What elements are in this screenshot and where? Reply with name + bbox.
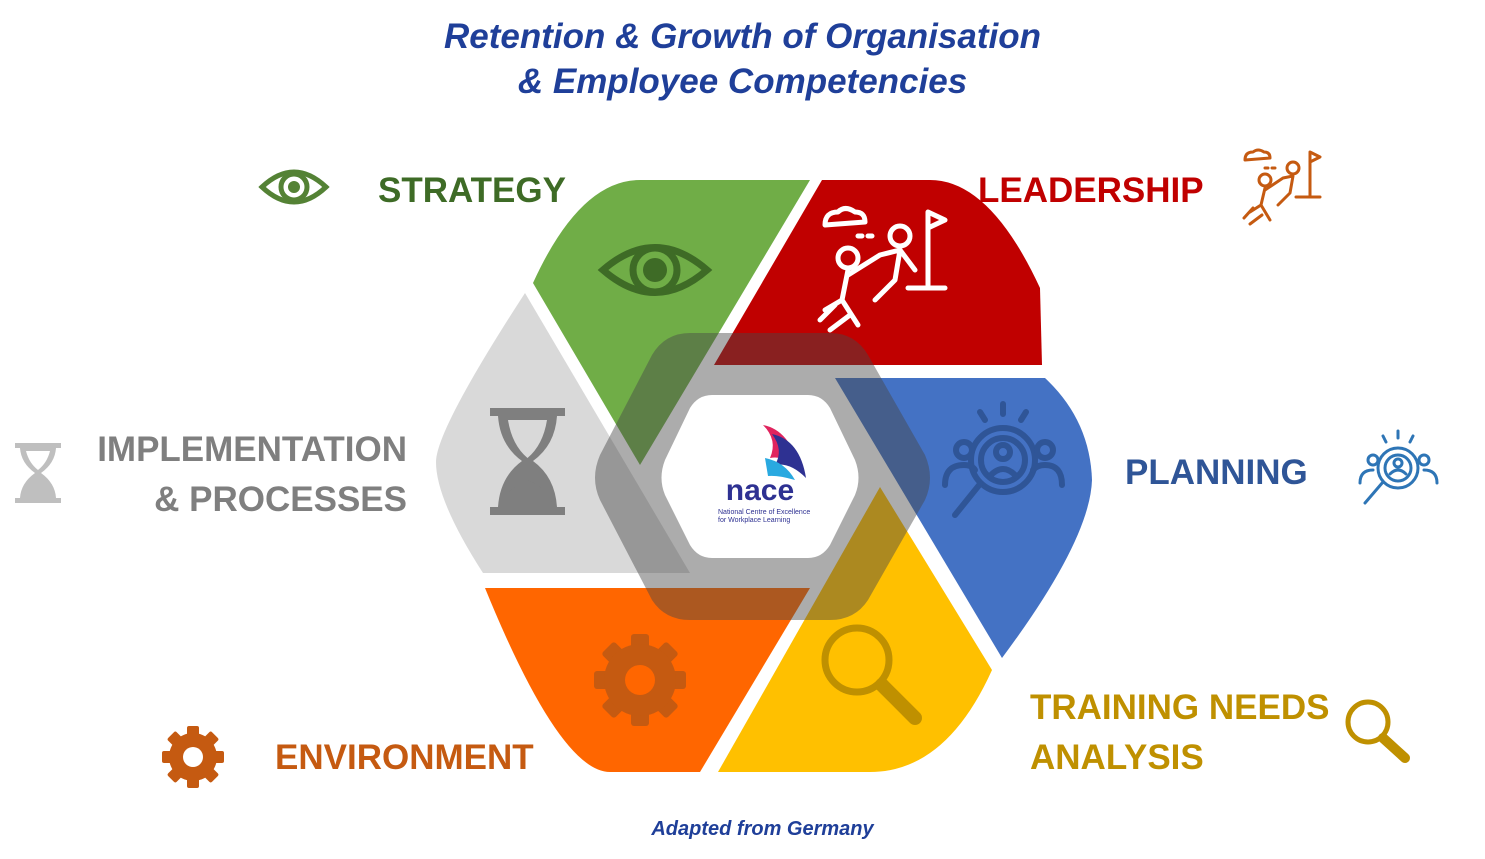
footer-credit: Adapted from Germany [651, 818, 874, 840]
diagram-title: Retention & Growth of Organisation & Emp… [0, 14, 1485, 104]
nace-logo-mark [763, 425, 806, 480]
label-training-needs-analysis: TRAINING NEEDS ANALYSIS [1030, 683, 1329, 783]
label-strategy: STRATEGY [378, 171, 566, 210]
hourglass-icon [490, 408, 565, 515]
label-training-line-2: ANALYSIS [1030, 738, 1204, 777]
planning-search-people-icon [1358, 429, 1439, 505]
label-implementation-line-2: & PROCESSES [154, 480, 407, 519]
training-magnifier-icon [1345, 699, 1410, 763]
label-leadership: LEADERSHIP [978, 171, 1204, 210]
title-line-2: & Employee Competencies [517, 62, 968, 101]
label-implementation-line-1: IMPLEMENTATION [97, 430, 407, 469]
center-hexagon [671, 398, 853, 556]
nace-logo-text: nace [726, 474, 794, 507]
search-people-icon [942, 401, 1065, 518]
segment-planning [835, 378, 1092, 658]
environment-gear-icon [162, 726, 224, 788]
nace-logo-subtitle-1: National Centre of Excellence [718, 509, 810, 516]
label-environment: ENVIRONMENT [275, 738, 534, 777]
label-implementation-processes: IMPLEMENTATION & PROCESSES [97, 425, 407, 525]
implementation-hourglass-icon [15, 443, 61, 503]
climbing-people-icon [817, 206, 948, 333]
gear-icon [594, 634, 686, 726]
label-planning: PLANNING [1125, 453, 1308, 492]
segment-strategy [533, 180, 810, 465]
strategy-eye-icon [258, 169, 330, 205]
leadership-climbing-icon [1242, 148, 1322, 226]
label-training-line-1: TRAINING NEEDS [1030, 688, 1330, 727]
segment-leadership [714, 180, 1042, 365]
inner-ring [595, 333, 930, 620]
title-line-1: Retention & Growth of Organisation [444, 17, 1041, 56]
magnifier-icon [821, 624, 922, 725]
nace-logo-subtitle-2: for Workplace Learning [718, 517, 790, 524]
eye-icon [597, 244, 713, 296]
